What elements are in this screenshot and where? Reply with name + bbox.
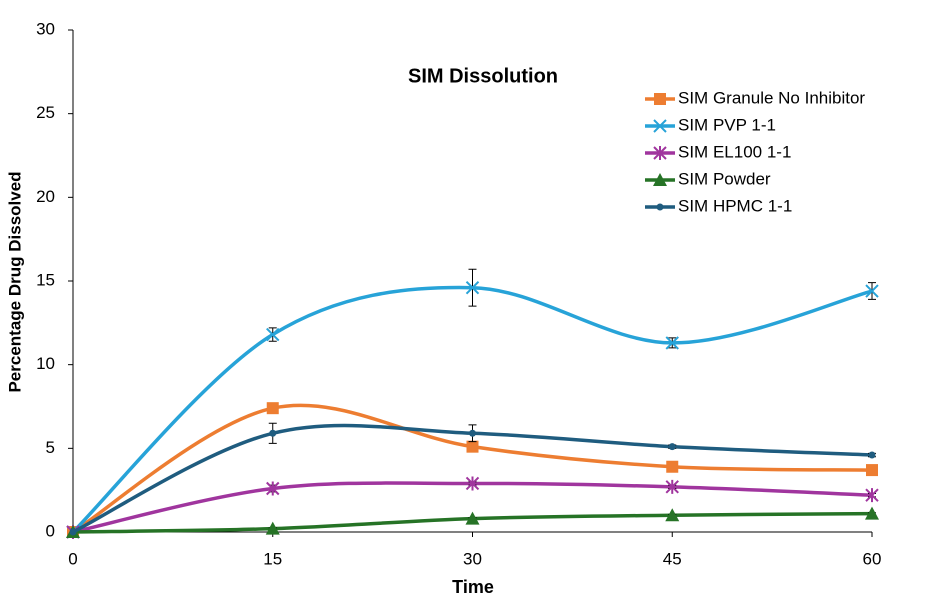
legend-marker: [654, 93, 666, 105]
y-tick-label: 20: [36, 187, 55, 206]
data-point: [265, 521, 280, 535]
legend-label: SIM PVP 1-1: [678, 115, 776, 134]
data-point: [469, 429, 476, 437]
data-point: [868, 451, 876, 459]
data-point: [69, 528, 77, 536]
data-point: [465, 511, 480, 525]
data-point: [269, 429, 277, 437]
legend-marker: [653, 119, 667, 133]
legend-marker: [656, 203, 664, 211]
data-point: [865, 488, 879, 503]
data-point: [666, 460, 679, 473]
y-tick-label: 25: [36, 103, 55, 122]
data-point: [266, 402, 279, 415]
legend-label: SIM Powder: [678, 169, 771, 188]
y-axis-label: Percentage Drug Dissolved: [5, 171, 24, 392]
y-tick-label: 5: [46, 438, 55, 457]
data-point: [865, 284, 879, 298]
data-point: [865, 506, 879, 520]
data-point: [465, 476, 480, 491]
legend-label: SIM EL100 1-1: [678, 142, 791, 161]
legend-marker: [653, 146, 667, 160]
x-axis-label: Time: [452, 577, 494, 597]
series-line: [71, 285, 873, 534]
data-point: [465, 280, 480, 295]
y-tick-label: 15: [36, 270, 55, 289]
data-point: [668, 443, 676, 451]
chart-title: SIM Dissolution: [408, 65, 558, 87]
data-point: [665, 479, 679, 494]
x-tick-label: 45: [663, 549, 682, 568]
data-point: [665, 508, 680, 522]
legend-label: SIM HPMC 1-1: [678, 196, 792, 215]
legend-label: SIM Granule No Inhibitor: [678, 88, 865, 107]
data-point: [466, 440, 479, 453]
y-tick-label: 0: [46, 521, 55, 540]
y-tick-label: 10: [36, 354, 55, 373]
x-tick-label: 0: [68, 549, 77, 568]
data-point: [266, 327, 280, 342]
data-point: [266, 481, 280, 496]
x-tick-label: 15: [263, 549, 282, 568]
y-tick-label: 30: [36, 19, 55, 38]
legend-marker: [653, 173, 667, 186]
data-point: [866, 464, 878, 477]
x-tick-label: 60: [863, 549, 882, 568]
x-tick-label: 30: [463, 549, 482, 568]
data-point: [665, 336, 679, 350]
